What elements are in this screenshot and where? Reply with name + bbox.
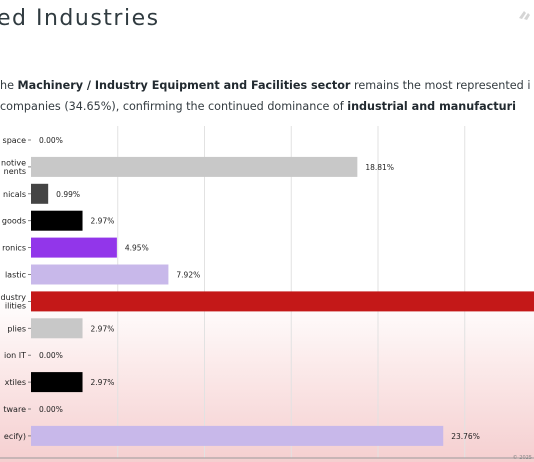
copyright-text: © 2025 <box>512 455 532 461</box>
category-label: ronics <box>2 244 26 253</box>
category-label: space <box>3 136 27 145</box>
bar <box>31 156 358 177</box>
category-label: tware <box>3 405 26 414</box>
bar <box>31 372 83 393</box>
category-label: ion IT <box>4 351 26 360</box>
data-label: 0.00% <box>39 405 63 414</box>
data-label: 0.00% <box>39 136 63 145</box>
intro-paragraph: he Machinery / Industry Equipment and Fa… <box>0 75 530 117</box>
bar <box>31 237 117 258</box>
intro-text: remains the most represented i <box>350 79 531 92</box>
data-label: 23.76% <box>451 432 480 441</box>
bar <box>31 291 534 312</box>
bar <box>31 264 169 285</box>
data-label: 18.81% <box>365 163 394 172</box>
logo-icon <box>519 11 530 20</box>
category-label: plies <box>7 324 26 333</box>
category-label: xtiles <box>5 378 26 387</box>
data-label: 0.99% <box>56 190 80 199</box>
intro-bold-industrial: industrial and manufacturi <box>347 100 516 113</box>
category-label: dustry <box>1 293 27 302</box>
data-label: 7.92% <box>176 271 200 280</box>
category-label: nicals <box>3 190 26 199</box>
intro-text: companies (34.65%), confirming the conti… <box>0 100 348 113</box>
data-label: 4.95% <box>125 244 149 253</box>
category-label: goods <box>2 217 26 226</box>
bar <box>31 183 49 204</box>
data-label: 0.00% <box>39 351 63 360</box>
category-label: nents <box>4 167 26 176</box>
page-title: ed Industries <box>0 6 160 31</box>
bar <box>31 425 444 446</box>
data-label: 2.97% <box>91 324 115 333</box>
category-label: ilities <box>5 302 26 311</box>
category-label: lastic <box>5 271 26 280</box>
intro-text: he <box>0 79 18 92</box>
data-label: 2.97% <box>91 217 115 226</box>
intro-bold-sector: Machinery / Industry Equipment and Facil… <box>17 79 351 92</box>
category-label: ecify) <box>4 432 26 441</box>
intro-line-1: he Machinery / Industry Equipment and Fa… <box>0 75 530 96</box>
bar <box>31 210 83 231</box>
intro-line-2: companies (34.65%), confirming the conti… <box>0 96 530 117</box>
bar <box>31 318 83 339</box>
data-label: 2.97% <box>91 378 115 387</box>
category-label: notive <box>1 159 26 168</box>
